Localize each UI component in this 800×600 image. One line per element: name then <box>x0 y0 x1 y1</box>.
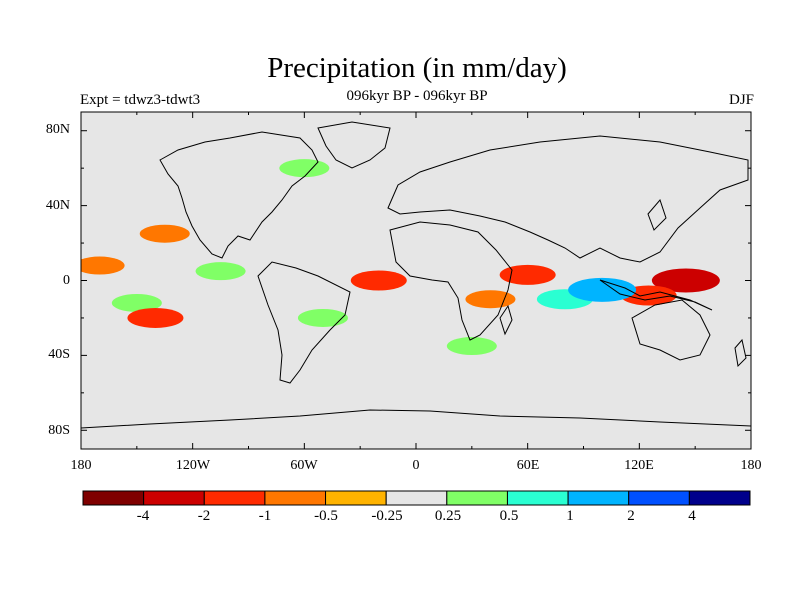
colorbar-label: -0.25 <box>371 508 403 524</box>
anomaly-patch <box>111 293 162 312</box>
colorbar-swatch <box>567 490 630 506</box>
coastline-new-zealand <box>734 338 747 368</box>
anomaly-patches <box>81 159 720 356</box>
coastline-greenland <box>317 121 391 169</box>
colorbar-swatch <box>506 490 569 506</box>
coastline-japan <box>647 199 667 231</box>
anomaly-patch <box>651 268 720 293</box>
lat-label-80s: 80S <box>48 423 70 438</box>
colorbar-label: -1 <box>258 508 272 524</box>
coastline-north-america <box>159 131 319 259</box>
lon-label-60w: 60W <box>290 458 318 473</box>
axis-ticks <box>80 112 752 449</box>
anomaly-patch <box>139 224 190 243</box>
colorbar-swatch <box>385 490 448 506</box>
coastline-australia <box>631 299 711 361</box>
anomaly-patch <box>195 262 246 281</box>
coastline-antarctica <box>81 409 751 429</box>
colorbar-swatch <box>143 490 205 506</box>
colorbar-label: 2 <box>627 508 635 524</box>
lat-label-0: 0 <box>63 273 70 288</box>
anomaly-patch <box>446 337 497 356</box>
colorbar-swatch <box>82 490 145 506</box>
coastline-south-america <box>257 261 351 384</box>
coastline-africa <box>389 221 513 341</box>
colorbar-label: -2 <box>197 508 211 524</box>
colorbar-swatch <box>628 490 690 506</box>
lon-label-120w: 120W <box>175 458 211 473</box>
anomaly-patch <box>297 308 348 327</box>
colorbar-label: 0.5 <box>499 508 519 524</box>
season-label: DJF <box>728 92 754 108</box>
colorbar-label: -4 <box>136 508 150 524</box>
lat-label-40n: 40N <box>45 198 70 213</box>
anomaly-patch <box>568 277 637 302</box>
lon-label-120e: 120E <box>624 458 654 473</box>
map-background <box>81 112 751 449</box>
colorbar-swatch <box>203 490 266 506</box>
colorbar-label: 0.25 <box>434 508 462 524</box>
anomaly-patch <box>127 307 184 328</box>
lat-label-80n: 80N <box>45 122 70 137</box>
coastline-madagascar <box>499 304 513 336</box>
lat-label-40s: 40S <box>48 347 70 362</box>
colorbar-swatch <box>446 490 508 506</box>
experiment-label: Expt = tdwz3-tdwt3 <box>80 92 201 108</box>
coastline-indonesia <box>599 279 713 311</box>
colorbar-swatch <box>688 490 751 506</box>
coastline-eurasia <box>387 135 749 263</box>
lon-label-180e: 180 <box>740 458 762 473</box>
anomaly-patch <box>499 264 556 285</box>
colorbar-label: 1 <box>566 508 574 524</box>
lon-label-60e: 60E <box>516 458 540 473</box>
lon-label-0: 0 <box>412 458 420 473</box>
anomaly-patch <box>279 159 330 178</box>
plot-title: Precipitation (in mm/day) <box>267 52 567 84</box>
colorbar <box>82 490 751 506</box>
colorbar-label: 4 <box>688 508 696 524</box>
plot-subtitle: 096kyr BP - 096kyr BP <box>346 88 488 104</box>
anomaly-patch <box>81 256 125 275</box>
lon-label-180w: 180 <box>70 458 92 473</box>
coastlines <box>81 121 751 429</box>
anomaly-patch <box>350 270 407 291</box>
colorbar-swatch <box>264 490 327 506</box>
colorbar-label: -0.5 <box>314 508 338 524</box>
colorbar-swatch <box>325 490 387 506</box>
